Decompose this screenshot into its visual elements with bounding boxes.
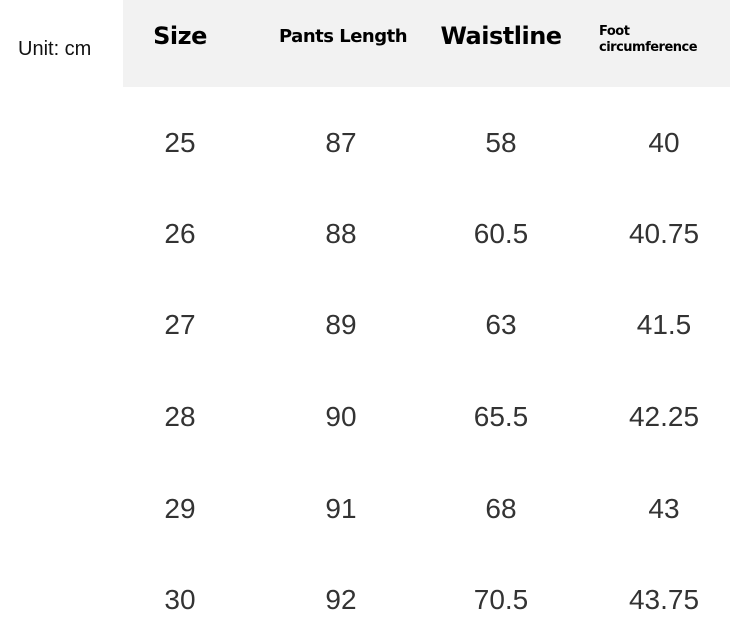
table-cell: 88 xyxy=(325,218,357,249)
table-cell: 92 xyxy=(325,584,357,615)
table-cell: 65.5 xyxy=(473,401,529,432)
table-cell: 60.5 xyxy=(473,218,529,249)
table-cell: 58 xyxy=(485,127,517,158)
table-cell: 90 xyxy=(325,401,357,432)
table-cell: 43 xyxy=(648,493,680,524)
header-waistline: Waistline xyxy=(440,22,562,50)
table-cell: 40.75 xyxy=(628,218,700,249)
table-cell: 70.5 xyxy=(473,584,529,615)
table-cell: 42.25 xyxy=(628,401,700,432)
table-cell: 30 xyxy=(164,584,196,615)
table-cell: 63 xyxy=(485,309,517,340)
unit-label: Unit: cm xyxy=(18,38,92,60)
table-cell: 40 xyxy=(648,127,680,158)
table-cell: 43.75 xyxy=(628,584,700,615)
header-pants-length: Pants Length xyxy=(278,26,408,47)
table-cell: 28 xyxy=(164,401,196,432)
table-header xyxy=(123,0,730,87)
table-cell: 26 xyxy=(164,218,196,249)
table-cell: 68 xyxy=(485,493,517,524)
table-cell: 29 xyxy=(164,493,196,524)
header-foot-circumference: Foot circumference xyxy=(599,24,698,55)
table-cell: 27 xyxy=(164,309,196,340)
table-cell: 89 xyxy=(325,309,357,340)
header-size: Size xyxy=(153,22,207,50)
table-cell: 87 xyxy=(325,127,357,158)
table-cell: 25 xyxy=(164,127,196,158)
table-cell: 91 xyxy=(325,493,357,524)
table-cell: 41.5 xyxy=(636,309,692,340)
